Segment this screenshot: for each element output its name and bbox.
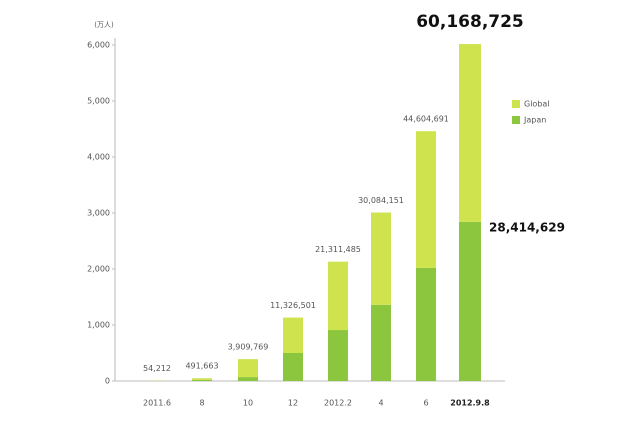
- bar-segment: [371, 212, 391, 305]
- y-tick-label: 0: [105, 377, 110, 386]
- x-tick-label: 2012.9.8: [450, 399, 490, 408]
- total-label: 11,326,501: [270, 301, 316, 310]
- y-tick-label: 3,000: [87, 209, 110, 218]
- bar-segment: [238, 377, 258, 381]
- y-axis-label: (万人): [94, 21, 114, 29]
- legend-swatch: [512, 100, 520, 108]
- x-tick-label: 4: [378, 399, 383, 408]
- y-tick-label: 1,000: [87, 321, 110, 330]
- x-tick-label: 10: [243, 399, 253, 408]
- bar-segment: [459, 44, 481, 222]
- y-tick-label: 6,000: [87, 41, 110, 50]
- x-tick-label: 8: [199, 399, 204, 408]
- bar-segment: [371, 304, 391, 381]
- total-label: 30,084,151: [358, 196, 404, 205]
- total-label: 54,212: [143, 364, 171, 373]
- y-tick-label: 2,000: [87, 265, 110, 274]
- y-tick-label: 4,000: [87, 153, 110, 162]
- bar-segment: [238, 359, 258, 378]
- legend-label: Global: [524, 100, 550, 109]
- total-label: 21,311,485: [315, 245, 361, 254]
- bar-segment: [416, 131, 436, 268]
- bar-segment: [192, 378, 212, 380]
- y-tick-label: 5,000: [87, 97, 110, 106]
- total-label: 491,663: [185, 362, 218, 371]
- bar-segment: [283, 317, 303, 353]
- bar-segment: [328, 330, 348, 381]
- bar-segment: [416, 267, 436, 381]
- total-label: 44,604,691: [403, 115, 449, 124]
- bar-segment: [328, 261, 348, 331]
- total-label: 3,909,769: [228, 343, 269, 352]
- x-tick-label: 2012.2: [324, 399, 352, 408]
- japan-label: 28,414,629: [489, 221, 565, 235]
- legend-label: Japan: [523, 116, 546, 125]
- bar-segment: [192, 379, 212, 381]
- legend-swatch: [512, 116, 520, 124]
- x-tick-label: 2011.6: [143, 399, 171, 408]
- total-label: 60,168,725: [416, 12, 524, 32]
- bar-segment: [459, 221, 481, 381]
- bar-segment: [283, 353, 303, 381]
- x-tick-label: 6: [423, 399, 428, 408]
- x-tick-label: 12: [288, 399, 298, 408]
